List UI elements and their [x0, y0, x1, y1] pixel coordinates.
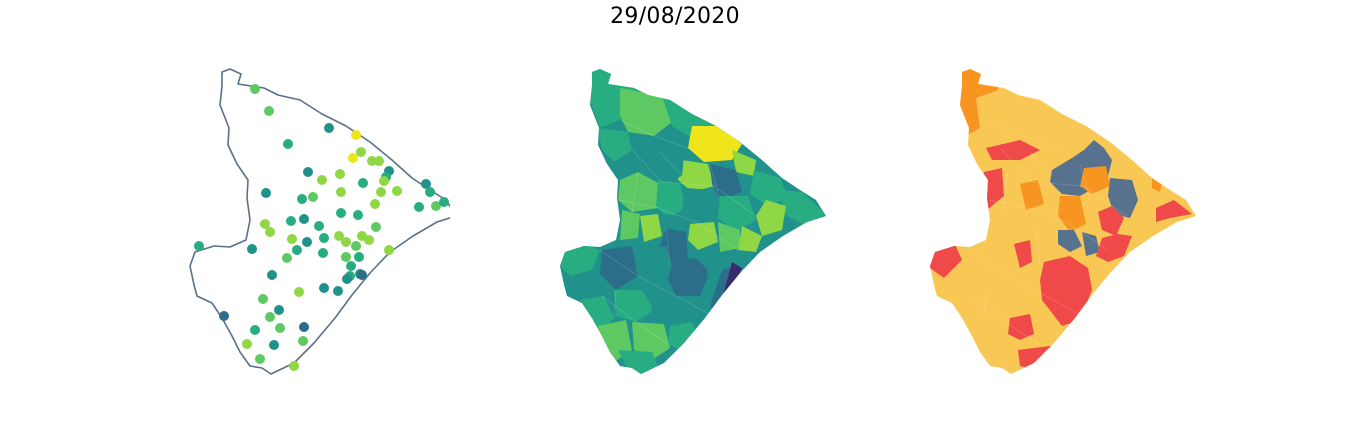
station-point [353, 210, 363, 220]
station-points [194, 84, 449, 371]
station-point [265, 312, 275, 322]
station-point [421, 179, 431, 189]
station-point [374, 156, 384, 166]
station-point [308, 192, 318, 202]
station-point [341, 237, 351, 247]
station-point [357, 270, 367, 280]
station-point [286, 216, 296, 226]
station-point [255, 354, 265, 364]
station-point [341, 252, 351, 262]
station-point [294, 287, 304, 297]
station-point [358, 178, 368, 188]
station-point [351, 241, 361, 251]
station-point [260, 219, 270, 229]
station-point [346, 261, 356, 271]
station-point [319, 283, 329, 293]
categorical-municipalities [930, 69, 1196, 374]
station-point [267, 270, 277, 280]
station-point [299, 322, 309, 332]
station-point [264, 106, 274, 116]
station-point [299, 214, 309, 224]
station-point [334, 231, 344, 241]
station-point [335, 169, 345, 179]
station-point [370, 199, 380, 209]
station-point [348, 153, 358, 163]
point-map-panel [189, 68, 450, 375]
station-point [384, 245, 394, 255]
station-point [336, 187, 346, 197]
station-point [392, 186, 402, 196]
station-point [354, 252, 364, 262]
station-point [242, 339, 252, 349]
station-point [247, 244, 257, 254]
station-point [351, 130, 361, 140]
station-point [314, 221, 324, 231]
station-point [282, 253, 292, 263]
station-point [265, 227, 275, 237]
station-point [318, 248, 328, 258]
station-point [250, 84, 260, 94]
station-point [297, 194, 307, 204]
station-point [289, 361, 299, 371]
station-point [425, 187, 435, 197]
station-point [439, 197, 449, 207]
station-point [379, 176, 389, 186]
station-point [317, 175, 327, 185]
station-point [414, 202, 424, 212]
station-point [261, 188, 271, 198]
station-point [367, 156, 377, 166]
station-point [371, 222, 381, 232]
station-point [287, 234, 297, 244]
station-point [319, 233, 329, 243]
station-point [336, 208, 346, 218]
station-point [342, 274, 352, 284]
station-point [283, 139, 293, 149]
station-point [376, 187, 386, 197]
station-point [258, 294, 268, 304]
station-point [302, 237, 312, 247]
station-point [274, 305, 284, 315]
station-point [364, 235, 374, 245]
municipality-borders [969, 119, 1127, 345]
station-point [324, 123, 334, 133]
station-point [194, 241, 204, 251]
station-point [275, 323, 285, 333]
station-point [298, 336, 308, 346]
municipality-borders [599, 119, 757, 345]
station-point [250, 325, 260, 335]
station-point [431, 201, 441, 211]
page-title: 29/08/2020 [610, 4, 740, 29]
station-point [333, 286, 343, 296]
station-point [219, 311, 229, 321]
station-point [292, 245, 302, 255]
station-point [356, 147, 366, 157]
station-point [303, 167, 313, 177]
station-point [269, 340, 279, 350]
